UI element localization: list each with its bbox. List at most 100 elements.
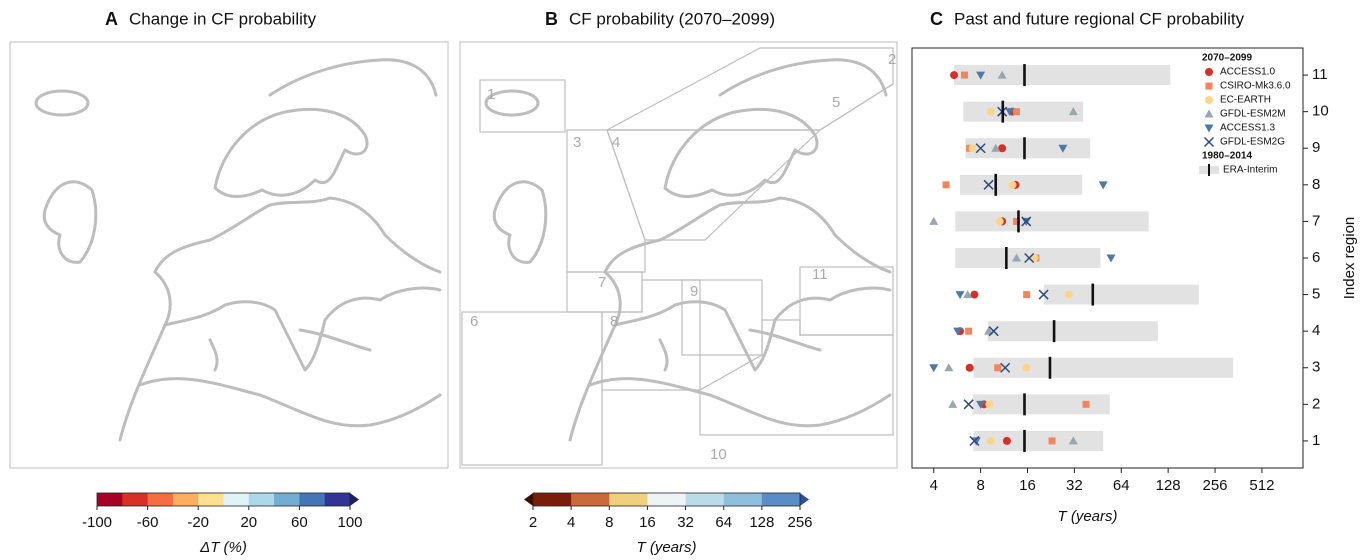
colorbar-bin bbox=[647, 493, 687, 506]
point bbox=[983, 179, 994, 190]
legend-label: ACCESS1.3 bbox=[1220, 123, 1275, 134]
colorbar-label: T (years) bbox=[637, 539, 697, 556]
point bbox=[929, 216, 939, 225]
coastline bbox=[34, 58, 442, 442]
legend-header: 2070–2099 bbox=[1202, 53, 1252, 64]
point bbox=[965, 363, 974, 372]
colorbar-bin bbox=[324, 493, 351, 506]
panel-letter: B bbox=[545, 9, 558, 29]
y-tick-label: 9 bbox=[1312, 139, 1320, 156]
point bbox=[998, 144, 1007, 153]
legend-marker bbox=[1204, 109, 1214, 118]
map-frame bbox=[9, 41, 449, 469]
colorbar-bin bbox=[147, 493, 174, 506]
y-tick-label: 5 bbox=[1312, 286, 1320, 303]
y-tick-label: 2 bbox=[1312, 395, 1320, 412]
colorbar-tick-label: 20 bbox=[240, 514, 257, 531]
point bbox=[1012, 253, 1022, 262]
point bbox=[975, 143, 986, 154]
colorbar-tick-label: -60 bbox=[137, 514, 159, 531]
point bbox=[1048, 437, 1056, 445]
x-tick-label: 4 bbox=[930, 477, 938, 494]
point bbox=[991, 143, 1001, 152]
point bbox=[997, 70, 1007, 79]
point bbox=[1024, 252, 1035, 264]
point bbox=[970, 290, 979, 299]
reference-range bbox=[955, 211, 1149, 232]
legend-marker bbox=[1204, 124, 1214, 133]
legend-marker bbox=[1205, 82, 1213, 90]
point bbox=[948, 399, 958, 408]
colorbar-extend bbox=[524, 493, 533, 506]
colorbar-bin bbox=[685, 493, 725, 506]
point bbox=[976, 71, 986, 80]
reference-range bbox=[973, 357, 1234, 378]
colorbar-bin bbox=[274, 493, 300, 506]
point bbox=[1064, 290, 1073, 299]
x-tick-label: 32 bbox=[1066, 477, 1083, 494]
panel-title: Past and future regional CF probability bbox=[954, 9, 1245, 28]
coastline bbox=[484, 58, 892, 442]
colorbar-bin bbox=[198, 493, 224, 506]
colorbar-bin bbox=[533, 493, 572, 506]
panel-letter: A bbox=[105, 9, 118, 29]
point bbox=[985, 400, 994, 409]
x-tick-label: 128 bbox=[1156, 477, 1181, 494]
legend-marker bbox=[1203, 136, 1215, 148]
legend-label: GFDL-ESM2M bbox=[1220, 109, 1286, 120]
x-tick-label: 256 bbox=[1203, 477, 1228, 494]
point bbox=[1068, 107, 1078, 116]
x-tick-label: 512 bbox=[1249, 477, 1274, 494]
region-label: 2 bbox=[888, 51, 896, 68]
point bbox=[988, 326, 999, 337]
legend-marker bbox=[1205, 68, 1213, 76]
colorbar-tick-label: 128 bbox=[749, 514, 774, 531]
map-frame bbox=[459, 41, 898, 469]
reference-range bbox=[973, 430, 1104, 451]
region-label: 9 bbox=[690, 283, 698, 300]
point bbox=[994, 364, 1002, 372]
point bbox=[1068, 436, 1078, 445]
point bbox=[1082, 400, 1090, 408]
y-tick-label: 7 bbox=[1312, 212, 1320, 229]
legend-label: CSIRO-Mk3.6.0 bbox=[1220, 81, 1291, 92]
y-tick-label: 11 bbox=[1312, 66, 1328, 83]
y-tick-label: 10 bbox=[1312, 103, 1329, 120]
y-tick-label: 4 bbox=[1312, 322, 1320, 339]
region-label: 11 bbox=[812, 266, 828, 283]
colorbar-frame bbox=[532, 492, 801, 507]
point bbox=[1030, 254, 1039, 262]
x-axis-label: T (years) bbox=[1058, 508, 1118, 525]
colorbar-tick-label: 60 bbox=[291, 514, 308, 531]
point bbox=[963, 290, 973, 299]
y-tick-label: 8 bbox=[1312, 176, 1320, 193]
point bbox=[1013, 217, 1021, 225]
point bbox=[965, 327, 973, 335]
region-label: 8 bbox=[610, 313, 618, 330]
y-tick-label: 6 bbox=[1312, 249, 1320, 266]
colorbar-bin bbox=[122, 493, 149, 506]
x-tick-label: 8 bbox=[976, 477, 984, 494]
reference-range bbox=[1043, 284, 1200, 305]
colorbar-tick-label: -100 bbox=[82, 514, 112, 531]
panel-title: Change in CF probability bbox=[129, 9, 317, 28]
colorbar-tick-label: -20 bbox=[187, 514, 209, 531]
reference-range bbox=[965, 138, 1091, 159]
legend-label: ACCESS1.0 bbox=[1220, 67, 1275, 78]
point bbox=[984, 326, 994, 335]
y-axis-label: Index region bbox=[1341, 217, 1358, 300]
reference-range bbox=[960, 174, 1083, 195]
colorbar-bin bbox=[299, 493, 326, 506]
point bbox=[942, 181, 950, 189]
point bbox=[986, 436, 995, 445]
reference-range bbox=[963, 101, 1084, 122]
region-label: 3 bbox=[573, 134, 581, 151]
legend-label: EC-EARTH bbox=[1220, 95, 1271, 106]
colorbar-tick-label: 2 bbox=[529, 514, 537, 531]
region-label: 10 bbox=[710, 446, 727, 463]
point bbox=[976, 400, 986, 409]
point bbox=[1008, 180, 1017, 189]
colorbar-bin bbox=[571, 493, 610, 506]
colorbar-bin bbox=[723, 493, 763, 506]
